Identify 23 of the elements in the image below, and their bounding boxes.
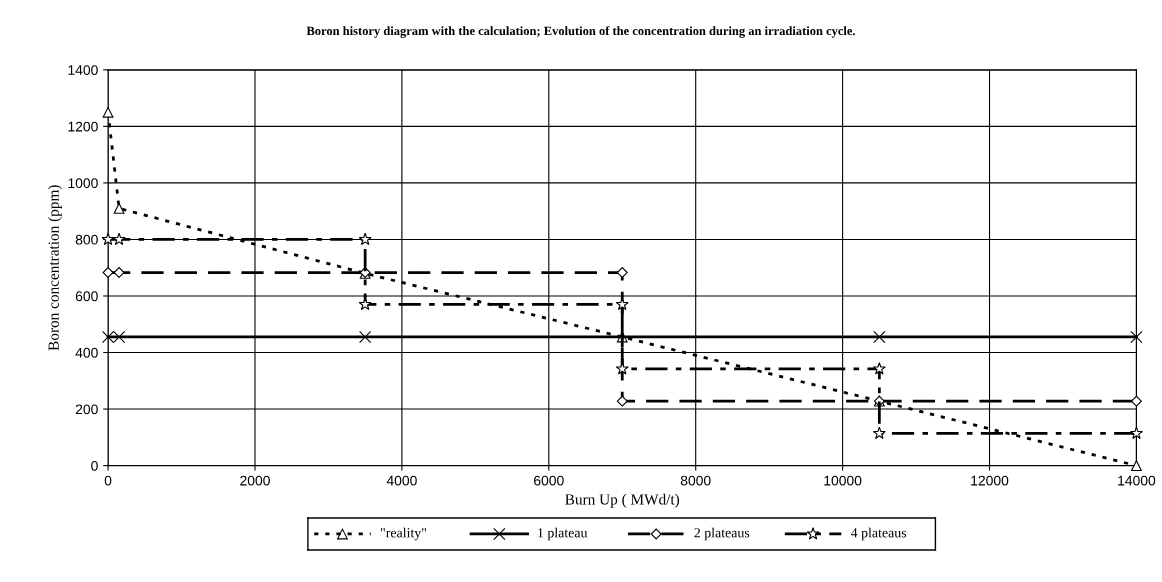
y-axis-title: Boron concentration (ppm) — [48, 185, 62, 351]
x-tick-label: 12000 — [971, 475, 1009, 486]
y-tick-label: 800 — [75, 234, 98, 245]
legend-label: 1 plateau — [538, 527, 588, 541]
legend-label: 2 plateaus — [694, 527, 750, 541]
x-tick-label: 2000 — [240, 475, 270, 486]
x-tick-label: 6000 — [534, 475, 564, 486]
legend-label: "reality" — [380, 527, 427, 541]
x-tick-label: 8000 — [680, 475, 711, 486]
y-tick-label: 1200 — [68, 121, 98, 132]
x-tick-label: 4000 — [386, 475, 417, 486]
y-tick-label: 1000 — [68, 178, 98, 189]
chart-title: Boron history diagram with the calculation; Evolution of the concentration during an irradiation cycle. — [306, 26, 855, 38]
y-tick-label: 600 — [75, 291, 98, 302]
x-tick-label: 0 — [104, 475, 112, 486]
y-tick-label: 400 — [75, 347, 98, 358]
y-tick-label: 1400 — [68, 65, 98, 76]
x-tick-label: 10000 — [824, 475, 862, 486]
x-tick-label: 14000 — [1118, 475, 1156, 486]
x-axis-title: Burn Up ( MWd/t) — [565, 493, 680, 508]
y-tick-label: 0 — [91, 460, 98, 471]
y-tick-label: 200 — [75, 404, 98, 415]
legend-label: 4 plateaus — [850, 527, 907, 541]
